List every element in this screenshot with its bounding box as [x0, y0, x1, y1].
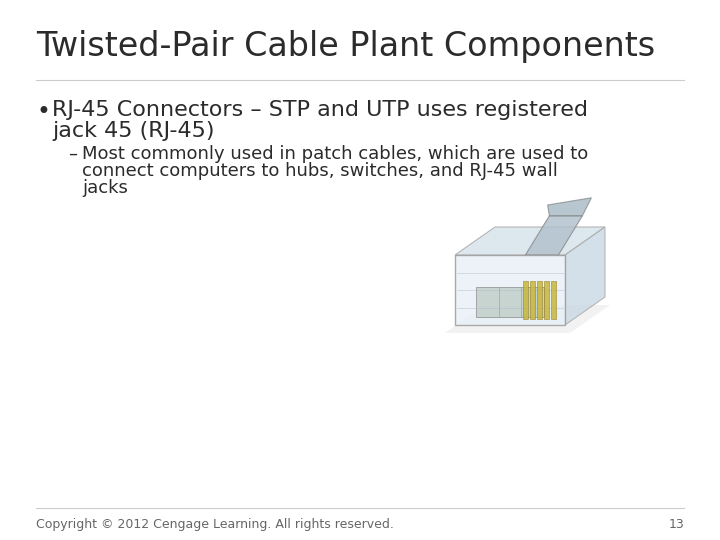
Polygon shape — [445, 305, 610, 333]
Text: Most commonly used in patch cables, which are used to: Most commonly used in patch cables, whic… — [82, 145, 588, 163]
Text: 13: 13 — [668, 518, 684, 531]
Text: connect computers to hubs, switches, and RJ-45 wall: connect computers to hubs, switches, and… — [82, 162, 558, 180]
Polygon shape — [526, 216, 582, 255]
Text: RJ-45 Connectors – STP and UTP uses registered: RJ-45 Connectors – STP and UTP uses regi… — [52, 100, 588, 120]
Text: •: • — [36, 100, 50, 124]
Polygon shape — [455, 227, 605, 255]
Bar — [530, 281, 535, 319]
Bar — [476, 287, 544, 316]
Text: Copyright © 2012 Cengage Learning. All rights reserved.: Copyright © 2012 Cengage Learning. All r… — [36, 518, 394, 531]
Text: –: – — [68, 145, 77, 163]
Bar — [537, 281, 542, 319]
Text: Twisted-Pair Cable Plant Components: Twisted-Pair Cable Plant Components — [36, 30, 655, 63]
Bar — [552, 281, 557, 319]
Polygon shape — [565, 227, 605, 325]
Bar — [455, 255, 565, 325]
Bar — [523, 281, 528, 319]
Bar — [544, 281, 549, 319]
Polygon shape — [548, 198, 591, 216]
Text: jacks: jacks — [82, 179, 128, 197]
Text: jack 45 (RJ-45): jack 45 (RJ-45) — [52, 121, 215, 141]
